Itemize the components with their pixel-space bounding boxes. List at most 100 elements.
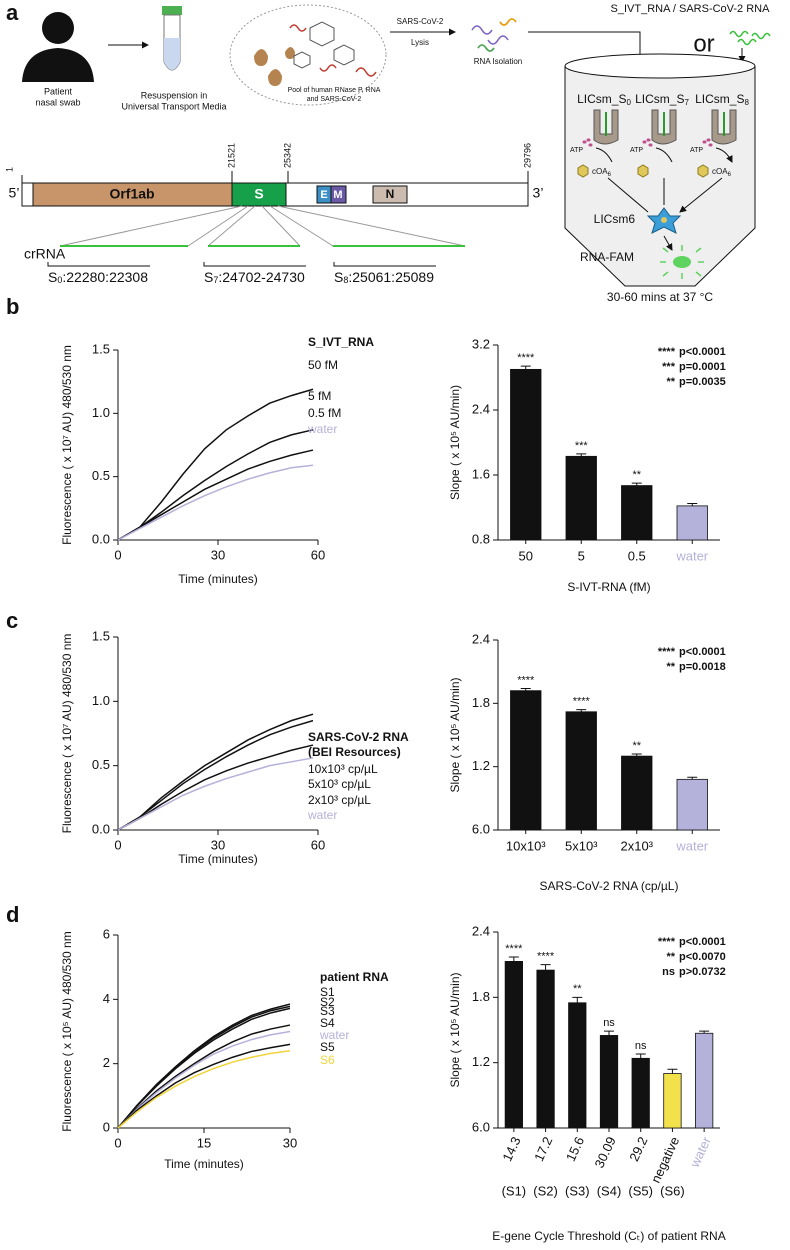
y-tick-label: 4: [103, 991, 110, 1006]
error-bar: [631, 753, 642, 757]
y-axis-label: Slope ( x 10⁵ AU/min): [448, 972, 462, 1087]
series-label: 50 fM: [308, 358, 338, 372]
panel-a: a Patient nasal swab Resuspension in Uni…: [4, 0, 771, 304]
series-label: 0.5 fM: [308, 406, 341, 420]
isolation-label: RNA Isolation: [474, 57, 522, 66]
x-sub-label: (S2): [533, 1183, 558, 1198]
y-tick-label: 1.0: [92, 405, 110, 420]
x-tick-label: 0: [114, 547, 121, 562]
input-rna: [729, 30, 771, 46]
y-axis-label: Slope ( x 10⁵ AU/min): [448, 677, 462, 792]
bar: [536, 969, 555, 1129]
patient-label: nasal swab: [35, 97, 80, 107]
bar: [510, 368, 542, 541]
series-line: [117, 744, 314, 831]
gene-label: Orf1ab: [109, 186, 154, 202]
virus: [333, 44, 355, 66]
y-tick-label: 2.4: [472, 631, 490, 646]
x-tick-label: water: [675, 548, 708, 563]
virus: [293, 51, 311, 69]
series-line: [117, 1003, 291, 1129]
series-line: [117, 1005, 291, 1129]
or-label: or: [693, 30, 714, 57]
panel-label: d: [6, 902, 19, 927]
stat-stars: ns: [662, 966, 675, 978]
three-prime: 3’: [533, 185, 544, 201]
x-tick-label: 50: [519, 548, 533, 563]
enzyme-name: LICsm_S: [695, 92, 744, 106]
bar: [568, 1002, 587, 1129]
bracket: [47, 262, 436, 267]
bar: [676, 778, 708, 831]
legend-title: SARS-CoV-2 RNA: [308, 730, 409, 744]
coa-icon: [697, 164, 709, 178]
series-line: [117, 388, 314, 541]
series-label: S2: [320, 995, 335, 1009]
x-sub-label: (S1): [502, 1183, 527, 1198]
panel-label: a: [6, 0, 19, 25]
rna: [289, 24, 377, 77]
y-tick-label: 6: [103, 926, 110, 941]
pool-label: Pool of human RNase P, RNA: [288, 87, 381, 94]
error-bar: [667, 1068, 678, 1074]
series-line: [117, 719, 314, 831]
enzyme-label: LICsm_S7: [635, 92, 689, 107]
tube-cap: [162, 6, 182, 15]
atp-label: ATP: [630, 147, 643, 154]
significance: ***: [575, 440, 589, 452]
atp-label: ATP: [690, 147, 703, 154]
condition-label: 30-60 mins at 37 °C: [607, 290, 714, 304]
tube-label: Resuspension in: [141, 90, 208, 100]
x-axis-label: Time (minutes): [178, 852, 258, 866]
x-sub-label: (S6): [660, 1183, 685, 1198]
x-axis-label: S-IVT-RNA (fM): [567, 580, 650, 594]
x-tick-label: 60: [311, 547, 325, 562]
series-line: [117, 1030, 291, 1129]
y-tick-label: 6.0: [472, 821, 490, 836]
bar: [631, 1057, 650, 1129]
panel-label: c: [6, 608, 18, 633]
gene-s: [231, 182, 287, 207]
lysis-label: Lysis: [411, 38, 429, 47]
pool-ellipse: [229, 4, 387, 106]
target-name: S: [48, 269, 57, 285]
target-label: S0:22280:22308: [48, 269, 148, 286]
bar: [504, 961, 523, 1129]
target-sub: 7: [213, 275, 218, 285]
enzymes: LICsm_S0 LICsm_S7 LICsm_S8: [577, 92, 749, 145]
series-label: S6: [320, 1053, 335, 1067]
arrow: [607, 177, 723, 212]
enzyme-sub: 8: [744, 98, 749, 107]
bar: [621, 755, 653, 831]
gene-label: S: [254, 186, 263, 202]
series-label: water: [307, 808, 337, 822]
series-label: 5x10³ cp/µL: [308, 777, 371, 791]
coa-label: cOA6: [592, 167, 612, 177]
arrow: [663, 235, 673, 251]
crrna-icon: [605, 112, 725, 136]
crrna-label: crRNA: [24, 246, 66, 262]
coa-icon: [637, 164, 649, 178]
reporter-label: RNA-FAM: [580, 250, 634, 264]
coa-name: cOA: [592, 167, 608, 176]
series-line: [117, 1007, 291, 1129]
error-bar: [635, 1053, 646, 1059]
stat-stars: **: [666, 951, 675, 963]
series-label: water: [307, 422, 337, 436]
isolated-rna: [499, 18, 517, 26]
target-sub: 8: [343, 275, 348, 285]
position-label: 25342: [282, 143, 292, 168]
stat-stars: ****: [658, 646, 676, 658]
target-range: :22280:22308: [62, 269, 148, 285]
pool-label: and SARS-CoV-2: [307, 96, 362, 103]
series-line: [117, 1043, 291, 1129]
tube-label: Universal Transport Media: [121, 101, 226, 111]
patient-body: [22, 48, 94, 82]
x-sub-label: (S5): [628, 1183, 653, 1198]
coa-name: cOA: [712, 167, 728, 176]
error-bar: [508, 956, 519, 962]
y-tick-label: 1.2: [472, 758, 490, 773]
significance: ns: [635, 1040, 647, 1052]
coa-sub: 6: [608, 172, 612, 178]
tube-liquid: [164, 38, 180, 70]
